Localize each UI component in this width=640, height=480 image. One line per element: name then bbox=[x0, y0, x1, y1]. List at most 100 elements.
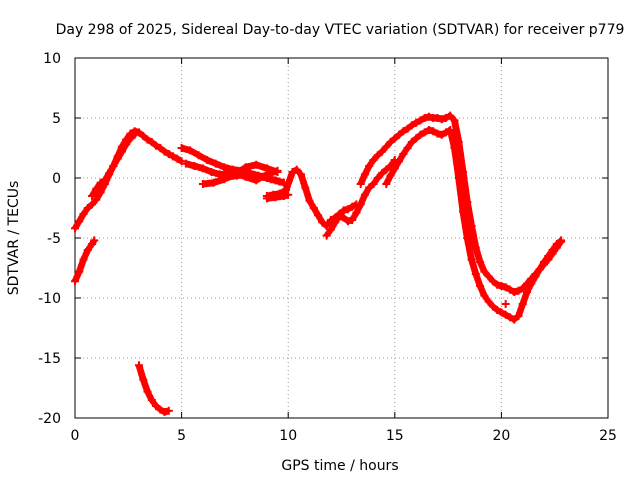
data-trace-fill bbox=[435, 130, 444, 138]
data-trace-fill bbox=[149, 397, 159, 409]
data-trace-fill bbox=[179, 144, 193, 154]
data-trace-fill bbox=[495, 281, 504, 290]
data-trace-fill bbox=[123, 136, 134, 147]
data-trace-fill bbox=[515, 302, 526, 318]
data-trace-fill bbox=[392, 158, 402, 171]
data-trace-fill bbox=[532, 266, 543, 279]
data-trace-fill bbox=[459, 209, 471, 240]
data-trace-fill bbox=[481, 293, 492, 304]
data-trace-fill bbox=[200, 165, 214, 175]
data-trace-fill bbox=[353, 202, 364, 215]
data-trace-fill bbox=[507, 286, 517, 295]
data-trace-fill bbox=[302, 185, 313, 203]
data-trace-fill bbox=[503, 312, 512, 320]
data-trace-fill bbox=[477, 283, 488, 298]
data-trace-fill bbox=[89, 238, 97, 247]
data-trace-fill bbox=[341, 206, 350, 214]
data-trace-fill bbox=[366, 157, 377, 169]
data-trace-fill bbox=[311, 205, 321, 218]
data-trace-fill bbox=[144, 389, 155, 403]
data-trace-fill bbox=[366, 181, 376, 191]
data-trace-fill bbox=[396, 128, 406, 138]
data-trace-fill bbox=[281, 191, 291, 200]
data-trace-fill bbox=[409, 135, 419, 145]
data-trace-fill bbox=[519, 290, 530, 306]
y-tick-label: 0 bbox=[52, 171, 61, 187]
data-trace-fill bbox=[158, 406, 167, 415]
data-trace-fill bbox=[162, 148, 171, 157]
data-trace-fill bbox=[72, 269, 83, 284]
data-trace-fill bbox=[490, 278, 500, 288]
data-trace-fill bbox=[135, 363, 147, 382]
y-axis-label: SDTVAR / TECUs bbox=[6, 181, 22, 296]
data-trace-fill bbox=[495, 307, 504, 316]
data-trace-fill bbox=[537, 259, 547, 272]
data-trace-fill bbox=[400, 145, 411, 157]
data-trace-fill bbox=[132, 128, 141, 136]
data-trace-fill bbox=[409, 120, 419, 128]
data-trace-fill bbox=[145, 136, 154, 145]
data-point bbox=[501, 300, 510, 308]
data-trace-fill bbox=[349, 210, 360, 223]
data-trace-fill bbox=[102, 170, 112, 183]
data-trace-fill bbox=[298, 172, 309, 190]
data-trace-fill bbox=[328, 214, 338, 223]
data-trace-fill bbox=[175, 156, 184, 164]
data-trace-fill bbox=[157, 145, 167, 155]
data-trace-fill bbox=[541, 253, 551, 265]
data-trace-fill bbox=[464, 200, 475, 228]
data-trace-fill bbox=[345, 204, 355, 212]
data-trace-fill bbox=[447, 113, 457, 123]
y-tick-label: -5 bbox=[47, 231, 61, 247]
data-trace-fill bbox=[85, 201, 95, 211]
data-trace-fill bbox=[383, 139, 393, 150]
y-tick-label: 5 bbox=[52, 111, 61, 127]
data-trace-fill bbox=[323, 217, 334, 229]
data-trace-fill bbox=[439, 114, 448, 123]
data-trace-fill bbox=[357, 192, 368, 207]
x-tick-label: 10 bbox=[279, 428, 297, 444]
data-trace-fill bbox=[140, 133, 150, 143]
data-trace-fill bbox=[162, 407, 171, 416]
data-trace-fill bbox=[414, 117, 423, 126]
data-trace-fill bbox=[455, 176, 467, 214]
data-trace-fill bbox=[80, 205, 91, 217]
data-trace-fill bbox=[422, 127, 431, 136]
x-axis-label: GPS time / hours bbox=[281, 458, 398, 474]
data-trace-fill bbox=[392, 132, 402, 141]
data-trace-fill bbox=[119, 142, 129, 154]
data-trace-fill bbox=[93, 190, 104, 202]
plot-frame bbox=[74, 57, 609, 419]
chart-title: Day 298 of 2025, Sidereal Day-to-day VTE… bbox=[56, 22, 625, 38]
data-trace-fill bbox=[387, 166, 398, 178]
data-trace-fill bbox=[404, 139, 415, 151]
data-trace-fill bbox=[418, 129, 427, 138]
data-trace-fill bbox=[357, 172, 368, 187]
data-trace-fill bbox=[405, 122, 415, 132]
data-trace-fill bbox=[336, 207, 347, 217]
data-trace-fill bbox=[211, 176, 227, 186]
data-trace-fill bbox=[468, 257, 479, 277]
data-trace-fill bbox=[76, 257, 87, 274]
data-trace-fill bbox=[149, 139, 159, 149]
data-trace-fill bbox=[283, 169, 296, 193]
data-trace-fill bbox=[447, 128, 458, 150]
data-trace-fill bbox=[549, 241, 560, 253]
data-trace-fill bbox=[315, 212, 326, 225]
data-trace-fill bbox=[166, 151, 176, 160]
x-tick-label: 20 bbox=[492, 428, 510, 444]
x-tick-label: 15 bbox=[386, 428, 404, 444]
data-trace-fill bbox=[413, 132, 423, 141]
data-trace-fill bbox=[232, 170, 248, 180]
data-trace-fill bbox=[486, 274, 496, 284]
data-trace-fill bbox=[422, 113, 431, 122]
data-trace-fill bbox=[524, 281, 534, 295]
data-trace-fill bbox=[337, 213, 346, 221]
data-trace-fill bbox=[431, 114, 440, 122]
data-trace-fill bbox=[205, 157, 218, 167]
data-trace-fill bbox=[254, 171, 269, 184]
data-trace-fill bbox=[294, 167, 304, 177]
data-markers bbox=[71, 111, 566, 416]
data-trace-fill bbox=[554, 237, 564, 247]
